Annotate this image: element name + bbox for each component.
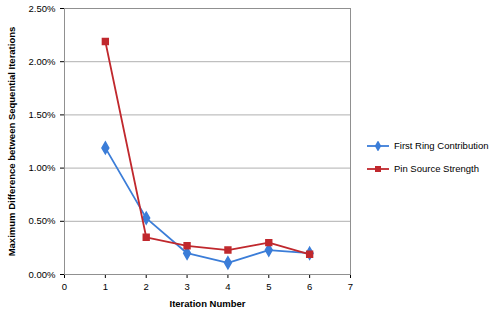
svg-text:Maximum Difference between Seq: Maximum Difference between Sequential It… (6, 27, 17, 257)
svg-text:1.00%: 1.00% (29, 162, 56, 173)
svg-text:1.50%: 1.50% (29, 109, 56, 120)
svg-text:2.50%: 2.50% (29, 3, 56, 14)
svg-text:5: 5 (266, 281, 271, 292)
svg-text:4: 4 (225, 281, 230, 292)
svg-text:3: 3 (184, 281, 189, 292)
html-text:First Ring Contribution: First Ring Contribution (394, 140, 489, 151)
html-text:Pin Source Strength: Pin Source Strength (394, 163, 479, 174)
svg-text:0: 0 (62, 281, 67, 292)
svg-text:0.00%: 0.00% (29, 269, 56, 280)
svg-text:2: 2 (144, 281, 149, 292)
svg-text:Iteration Number: Iteration Number (169, 298, 245, 309)
svg-text:0.50%: 0.50% (29, 215, 56, 226)
svg-text:2.00%: 2.00% (29, 56, 56, 67)
svg-text:6: 6 (307, 281, 312, 292)
svg-text:7: 7 (348, 281, 353, 292)
svg-text:1: 1 (103, 281, 108, 292)
